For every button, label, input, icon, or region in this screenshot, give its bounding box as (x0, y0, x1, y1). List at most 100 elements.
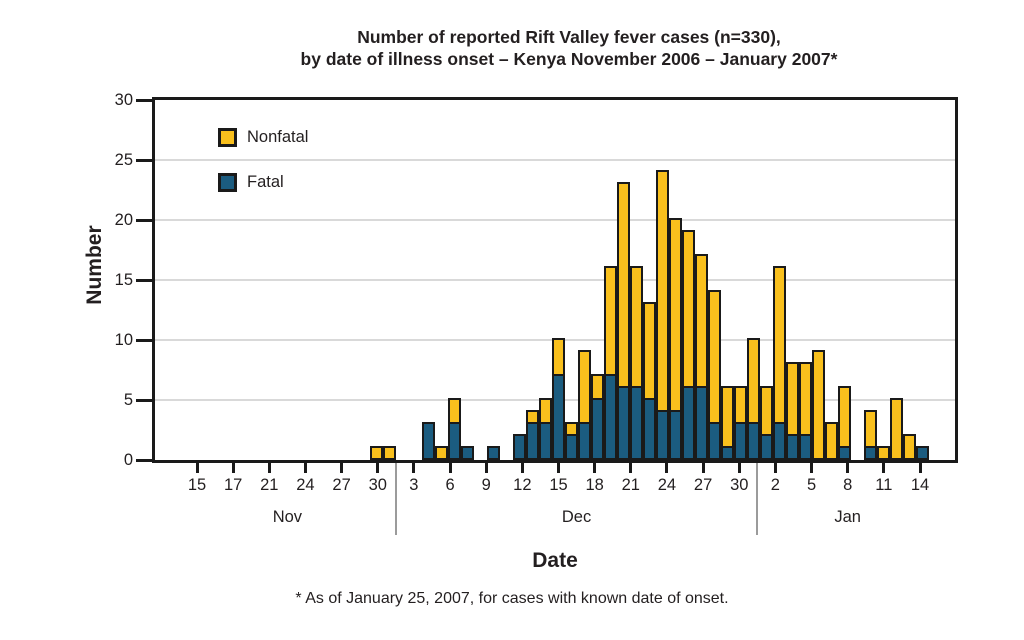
x-tick-label: 5 (806, 476, 817, 494)
bar-segment-nonfatal (630, 266, 643, 388)
bar-segment-nonfatal (864, 410, 877, 448)
y-tick-label: 0 (123, 451, 133, 469)
fatal-swatch-icon (218, 172, 237, 192)
bar-segment-fatal (591, 398, 604, 460)
bar-segment-fatal (643, 398, 656, 460)
bar-segment-fatal (487, 446, 500, 460)
x-axis-label: Date (532, 549, 578, 572)
month-label-jan: Jan (834, 508, 861, 526)
x-tick-mark (267, 463, 271, 473)
bar-segment-nonfatal (682, 230, 695, 388)
bar-segment-fatal (916, 446, 929, 460)
bar-segment-fatal (461, 446, 474, 460)
bar-segment-nonfatal (370, 446, 383, 460)
x-tick-label: 18 (585, 476, 604, 494)
x-tick-mark (303, 463, 307, 473)
y-tick-mark (136, 98, 152, 102)
bar-segment-fatal (721, 446, 734, 460)
bar-segment-fatal (747, 422, 760, 460)
x-tick-label: 8 (843, 476, 853, 494)
chart-title-line1: Number of reported Rift Valley fever cas… (357, 27, 781, 47)
bar-segment-nonfatal (734, 386, 747, 424)
bar-segment-nonfatal (890, 398, 903, 460)
x-tick-label: 11 (875, 476, 893, 494)
x-tick-label: 3 (409, 476, 419, 494)
bar-segment-fatal (422, 422, 435, 460)
bar-segment-nonfatal (760, 386, 773, 436)
bar-segment-fatal (526, 422, 539, 460)
gridline-y20 (155, 219, 955, 221)
legend-item-nonfatal: Nonfatal (218, 127, 308, 147)
bar-segment-nonfatal (669, 218, 682, 412)
bar-segment-nonfatal (617, 182, 630, 388)
y-tick-label: 20 (114, 211, 133, 229)
bar-segment-nonfatal (695, 254, 708, 388)
x-tick-label: 14 (910, 476, 930, 494)
chart-title: Number of reported Rift Valley fever cas… (114, 26, 1024, 70)
bar-segment-nonfatal (604, 266, 617, 376)
bar-segment-nonfatal (812, 350, 825, 460)
x-tick-mark (195, 463, 199, 473)
bar-segment-fatal (708, 422, 721, 460)
legend-label-nonfatal: Nonfatal (247, 127, 309, 146)
bar-segment-nonfatal (838, 386, 851, 448)
bar-segment-nonfatal (643, 302, 656, 400)
x-tick-mark (412, 463, 416, 473)
x-tick-mark (918, 463, 922, 473)
x-tick-mark (376, 463, 380, 473)
bar-segment-fatal (734, 422, 747, 460)
bar-segment-fatal (617, 386, 630, 460)
x-tick-label: 24 (657, 476, 677, 494)
bar-segment-nonfatal (448, 398, 461, 424)
bar-segment-nonfatal (825, 422, 838, 460)
bar-segment-nonfatal (747, 338, 760, 424)
bar-segment-fatal (448, 422, 461, 460)
bar-segment-nonfatal (799, 362, 812, 436)
y-tick-mark (136, 278, 152, 282)
bar-segment-nonfatal (526, 410, 539, 424)
y-tick-label: 30 (114, 91, 133, 109)
bar-segment-nonfatal (656, 170, 669, 412)
x-tick-mark (773, 463, 777, 473)
x-tick-mark (593, 463, 597, 473)
bar-segment-fatal (656, 410, 669, 460)
bar-segment-nonfatal (539, 398, 552, 424)
x-tick-label: 27 (332, 476, 351, 494)
legend-item-fatal: Fatal (218, 172, 284, 192)
x-tick-mark (231, 463, 235, 473)
month-separator (756, 463, 759, 535)
bar-segment-fatal (604, 374, 617, 460)
bar-segment-fatal (552, 374, 565, 460)
bar-segment-nonfatal (903, 434, 916, 460)
bar-segment-fatal (565, 434, 578, 460)
x-tick-label: 27 (693, 476, 713, 494)
x-tick-mark (701, 463, 705, 473)
nonfatal-swatch-icon (218, 127, 237, 147)
bar-segment-nonfatal (383, 446, 396, 460)
x-axis: 15 17 21 24 27 30 3 6 9 12 15 18 21 24 27 30 2 5 8 11 14 Nov D… (155, 463, 955, 543)
x-tick-mark (520, 463, 524, 473)
x-tick-mark (737, 463, 741, 473)
x-tick-mark (557, 463, 560, 473)
bar-segment-fatal (799, 434, 812, 460)
y-tick-label: 15 (114, 271, 133, 289)
bar-segment-nonfatal (708, 290, 721, 424)
month-separator (394, 463, 397, 535)
footnote: * As of January 25, 2007, for cases with… (295, 590, 729, 607)
plot-area: 0 5 10 15 20 25 30 Nonfatal Fatal (115, 91, 958, 469)
bar-segment-fatal (630, 386, 643, 460)
bar-segment-nonfatal (578, 350, 591, 424)
x-tick-mark (846, 463, 850, 473)
bar-segment-fatal (539, 422, 552, 460)
bar-segment-nonfatal (435, 446, 448, 460)
x-tick-label: 6 (445, 476, 455, 494)
x-tick-label: 15 (549, 476, 568, 494)
bar-segment-fatal (578, 422, 591, 460)
bar-segment-nonfatal (773, 266, 786, 424)
month-label-dec: Dec (561, 508, 592, 526)
bar-segment-fatal (682, 386, 695, 460)
bar-segment-nonfatal (591, 374, 604, 400)
bar-segment-fatal (838, 446, 851, 460)
bar-segment-fatal (773, 422, 786, 460)
bar-segment-nonfatal (877, 446, 890, 460)
